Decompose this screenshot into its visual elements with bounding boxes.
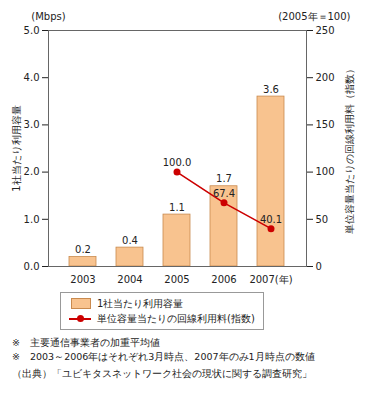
html-text:（出典）「ユビキタスネットワーク社会の現状に関する調査研究」: （出典）「ユビキタスネットワーク社会の現状に関する調査研究」	[12, 367, 312, 379]
svg-text:3.6: 3.6	[263, 84, 279, 95]
svg-text:0.0: 0.0	[24, 261, 40, 272]
svg-text:4.0: 4.0	[24, 72, 40, 83]
svg-text:2004: 2004	[117, 274, 142, 285]
html-text:単位容量当たりの回線利用料(指数): 単位容量当たりの回線利用料(指数)	[97, 312, 255, 324]
svg-text:1.0: 1.0	[24, 214, 40, 225]
svg-text:0.4: 0.4	[122, 235, 138, 246]
svg-text:0.2: 0.2	[75, 244, 91, 255]
svg-text:150: 150	[316, 119, 335, 130]
svg-text:2003: 2003	[70, 274, 95, 285]
svg-text:250: 250	[316, 25, 335, 36]
svg-text:1社当たり利用容量: 1社当たり利用容量	[11, 105, 22, 191]
svg-text:2007(年): 2007(年)	[249, 274, 292, 285]
svg-text:0: 0	[316, 261, 322, 272]
svg-text:(2005年＝100): (2005年＝100)	[278, 11, 350, 22]
svg-text:50: 50	[316, 214, 329, 225]
svg-text:(Mbps): (Mbps)	[31, 11, 65, 22]
svg-text:2.0: 2.0	[24, 166, 40, 177]
svg-text:1.7: 1.7	[216, 173, 232, 184]
svg-text:5.0: 5.0	[24, 25, 40, 36]
html-text:※ 2003～2006年はそれぞれ3月時点、2007年のみ1: ※ 2003～2006年はそれぞれ3月時点、2007年のみ1月時点の数値	[12, 350, 315, 362]
svg-text:200: 200	[316, 72, 335, 83]
svg-text:単位容量当たりの回線利用料（指数）: 単位容量当たりの回線利用料（指数）	[344, 64, 355, 234]
html-text:※ 主要通信事業者の加重平均値: ※ 主要通信事業者の加重平均値	[12, 337, 160, 348]
svg-text:3.0: 3.0	[24, 119, 40, 130]
svg-text:2005: 2005	[164, 274, 189, 285]
svg-text:67.4: 67.4	[213, 188, 235, 199]
svg-text:40.1: 40.1	[260, 214, 282, 225]
svg-text:100.0: 100.0	[163, 157, 192, 168]
html-text:1社当たり利用容量: 1社当たり利用容量	[97, 297, 184, 309]
svg-text:1.1: 1.1	[169, 202, 185, 213]
svg-text:100: 100	[316, 166, 335, 177]
svg-text:2006: 2006	[211, 274, 236, 285]
